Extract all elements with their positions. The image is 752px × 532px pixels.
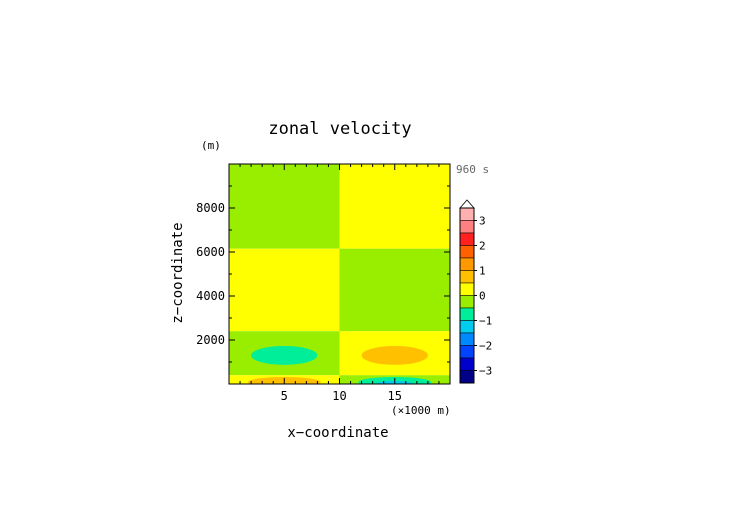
y-unit-label: (m) (201, 139, 221, 152)
y-axis-label: z−coordinate (170, 222, 186, 323)
contour-cell-0 (251, 345, 318, 365)
y-tick-label: 4000 (196, 289, 225, 303)
colorbar-level-1 (459, 220, 475, 234)
y-tick-label: 6000 (196, 245, 225, 259)
colorbar-extend-arrow (459, 199, 475, 209)
contour-region-0 (229, 164, 340, 249)
chart-title: zonal velocity (268, 119, 411, 139)
colorbar-tick-label: −3 (479, 365, 492, 378)
time-label: 960 s (456, 163, 489, 176)
contour-region-3 (339, 248, 450, 332)
x-unit-label: (×1000 m) (391, 404, 451, 417)
x-axis-label: x−coordinate (287, 425, 388, 441)
contour-region-2 (229, 248, 340, 332)
x-tick-label: 15 (388, 389, 402, 403)
colorbar-level-5 (459, 270, 475, 284)
y-tick-label: 2000 (196, 333, 225, 347)
y-tick-label: 8000 (196, 201, 225, 215)
x-tick-label: 5 (281, 389, 288, 403)
colorbar-level-3 (459, 245, 475, 259)
colorbar-tick-label: 1 (479, 265, 486, 278)
colorbar-level-8 (459, 307, 475, 321)
colorbar-level-4 (459, 257, 475, 271)
colorbar-tick-label: −2 (479, 340, 492, 353)
colorbar-level-11 (459, 345, 475, 359)
colorbar-level-10 (459, 332, 475, 346)
colorbar-tick-label: 3 (479, 215, 486, 228)
colorbar-tick-label: 0 (479, 290, 486, 303)
colorbar-tick-label: −1 (479, 315, 492, 328)
colorbar-level-6 (459, 282, 475, 296)
colorbar-level-2 (459, 232, 475, 246)
axes: 5 10 15 2000 4000 6000 8000 (196, 163, 451, 403)
contour-region-1 (339, 164, 450, 249)
colorbar-tick-label: 2 (479, 240, 486, 253)
colorbar-level-7 (459, 295, 475, 309)
colorbar-level-0 (459, 207, 475, 221)
x-tick-label: 10 (332, 389, 346, 403)
colorbar-level-13 (459, 370, 475, 384)
contour-cell-1 (361, 345, 428, 365)
colorbar-level-9 (459, 320, 475, 334)
colorbar: 3 2 1 0 −1 −2 −3 (459, 199, 492, 384)
plot-area (229, 164, 450, 384)
colorbar-level-12 (459, 357, 475, 371)
